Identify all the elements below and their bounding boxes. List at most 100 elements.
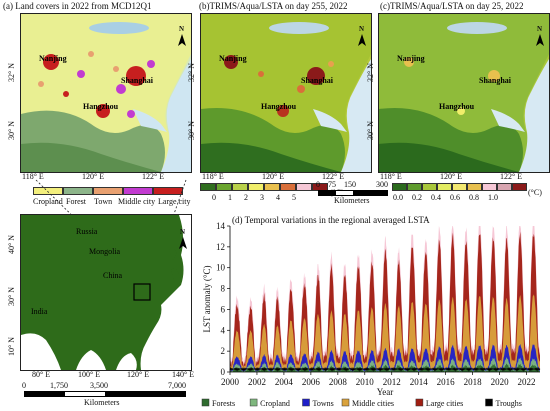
city-label-shanghai: Shanghai bbox=[121, 76, 154, 85]
scale-tick-300: 300 bbox=[376, 180, 388, 189]
legend-label-middle-cities: Middle cities bbox=[352, 399, 394, 408]
scale-tick-1750: 1,750 bbox=[50, 381, 68, 390]
overview-lat-10: 10° N bbox=[7, 337, 16, 356]
country-label-india: India bbox=[31, 307, 48, 316]
panel-c-lon-120: 120° E bbox=[440, 172, 463, 181]
colorbar-swatch bbox=[422, 183, 437, 191]
x-tick-label: 2000 bbox=[221, 377, 240, 387]
x-tick-label: 2022 bbox=[518, 377, 536, 387]
panel-b-scale-bar: 0 75 150 300 Kilometers bbox=[316, 180, 388, 205]
overview-map-image bbox=[21, 215, 191, 370]
overview-map: Russia Mongolia China India N bbox=[20, 214, 192, 371]
city-label-shanghai: Shanghai bbox=[301, 76, 334, 85]
colorbar-c-tick-4: 0.8 bbox=[469, 193, 479, 202]
colorbar-swatch bbox=[512, 183, 527, 191]
colorbar-swatch bbox=[200, 183, 216, 191]
panel-a-lon-120: 120° E bbox=[82, 172, 105, 181]
series-area-large-cities bbox=[230, 231, 540, 372]
colorbar-c-tick-2: 0.4 bbox=[431, 193, 441, 202]
colorbar-swatch bbox=[497, 183, 512, 191]
panel-a-lon-118: 118° E bbox=[22, 172, 44, 181]
colorbar-swatch bbox=[437, 183, 452, 191]
legend-label-middle-city: Middle city bbox=[118, 197, 156, 206]
colorbar-c-unit: (°C) bbox=[528, 188, 542, 197]
legend-swatch-cropland bbox=[33, 187, 63, 195]
legend-label-forests: Forests bbox=[212, 399, 235, 408]
legend-key-middle-cities bbox=[341, 398, 350, 407]
panel-a-landcover-image bbox=[21, 14, 191, 172]
x-tick-label: 2008 bbox=[329, 377, 348, 387]
y-axis-label: LST anomaly (°C) bbox=[202, 266, 212, 333]
colorbar-swatch bbox=[296, 183, 312, 191]
colorbar-swatch bbox=[216, 183, 232, 191]
x-tick-label: 2016 bbox=[437, 377, 456, 387]
panel-c-colorbar bbox=[392, 183, 527, 191]
overview-lon-120: 120° E bbox=[127, 370, 150, 379]
panel-b-lon-120: 120° E bbox=[262, 172, 285, 181]
legend-label-forest: Forest bbox=[66, 197, 86, 206]
panel-b-lon-122: 122° E bbox=[322, 172, 345, 181]
city-label-nanjing: Nanjing bbox=[39, 54, 67, 63]
colorbar-swatch bbox=[248, 183, 264, 191]
series-area-forests bbox=[230, 363, 540, 372]
legend-label-towns: Towns bbox=[313, 399, 334, 408]
colorbar-swatch bbox=[232, 183, 248, 191]
colorbar-c-tick-5: 1.0 bbox=[488, 193, 498, 202]
scale-tick-75: 75 bbox=[328, 180, 336, 189]
legend-label-large-city: Large city bbox=[158, 197, 191, 206]
colorbar-b-tick-5: 5 bbox=[292, 193, 296, 202]
north-arrow-icon: N bbox=[357, 25, 367, 48]
legend-swatch-middle-city bbox=[123, 187, 153, 195]
scale-tick-3500: 3,500 bbox=[90, 381, 108, 390]
colorbar-c-tick-1: 0.2 bbox=[412, 193, 422, 202]
colorbar-swatch bbox=[482, 183, 497, 191]
colorbar-b-tick-4: 4 bbox=[276, 193, 280, 202]
legend-label-troughs: Troughs bbox=[496, 399, 522, 408]
city-label-shanghai: Shanghai bbox=[479, 76, 512, 85]
legend-key-troughs bbox=[485, 398, 493, 407]
panel-a-legend bbox=[33, 187, 183, 195]
scale-unit: Kilometers bbox=[84, 398, 120, 407]
legend-key-forests bbox=[201, 398, 210, 407]
scale-tick-0: 0 bbox=[316, 180, 320, 189]
series-area-middle-cities bbox=[230, 294, 540, 372]
overview-lon-140: 140° E bbox=[172, 370, 195, 379]
panel-c-lon-122: 122° E bbox=[500, 172, 523, 181]
legend-swatch-town bbox=[93, 187, 123, 195]
north-arrow-icon: N bbox=[178, 228, 188, 251]
x-tick-label: 2012 bbox=[383, 377, 401, 387]
legend-swatch-forest bbox=[63, 187, 93, 195]
panel-b-title: (b)TRIMS/Aqua/LSTA on day 255, 2022 bbox=[199, 1, 348, 11]
colorbar-b-tick-1: 1 bbox=[228, 193, 232, 202]
country-label-china: China bbox=[103, 271, 123, 280]
overview-lat-30: 30° N bbox=[7, 287, 16, 306]
colorbar-c-tick-0: 0.0 bbox=[393, 193, 403, 202]
city-label-hangzhou: Hangzhou bbox=[83, 102, 119, 111]
colorbar-b-tick-2: 2 bbox=[244, 193, 248, 202]
legend-key-cropland bbox=[249, 398, 258, 407]
x-tick-label: 2014 bbox=[410, 377, 429, 387]
colorbar-swatch bbox=[407, 183, 422, 191]
x-tick-label: 2002 bbox=[248, 377, 266, 387]
lsta-timeseries-chart: (d) Temporal variations in the regional … bbox=[201, 215, 541, 408]
colorbar-swatch bbox=[280, 183, 296, 191]
panel-b-lon-118: 118° E bbox=[202, 172, 224, 181]
panel-b-lsta-image bbox=[201, 14, 371, 172]
panel-c-map: Nanjing Shanghai Hangzhou N bbox=[378, 13, 550, 173]
x-tick-label: 2004 bbox=[275, 377, 294, 387]
city-label-nanjing: Nanjing bbox=[219, 54, 247, 63]
colorbar-swatch bbox=[452, 183, 467, 191]
country-label-russia: Russia bbox=[76, 227, 98, 236]
series-line-troughs bbox=[229, 366, 541, 372]
x-tick-label: 2020 bbox=[491, 377, 510, 387]
north-arrow-icon: N bbox=[535, 25, 545, 48]
panel-c-title: (c)TRIMS/Aqua/LSTA on day 25, 2022 bbox=[380, 1, 524, 11]
y-tick-label: 6 bbox=[221, 304, 226, 314]
panel-a-map: Nanjing Shanghai Hangzhou N bbox=[20, 13, 192, 173]
legend-swatch-large-city bbox=[153, 187, 183, 195]
overview-lon-80: 80° E bbox=[32, 370, 51, 379]
legend-label-cropland: Cropland bbox=[33, 197, 63, 206]
chart-title: (d) Temporal variations in the regional … bbox=[232, 215, 430, 225]
y-tick-label: 10 bbox=[216, 263, 226, 273]
panel-b-map: Nanjing Shanghai Hangzhou N bbox=[200, 13, 372, 173]
